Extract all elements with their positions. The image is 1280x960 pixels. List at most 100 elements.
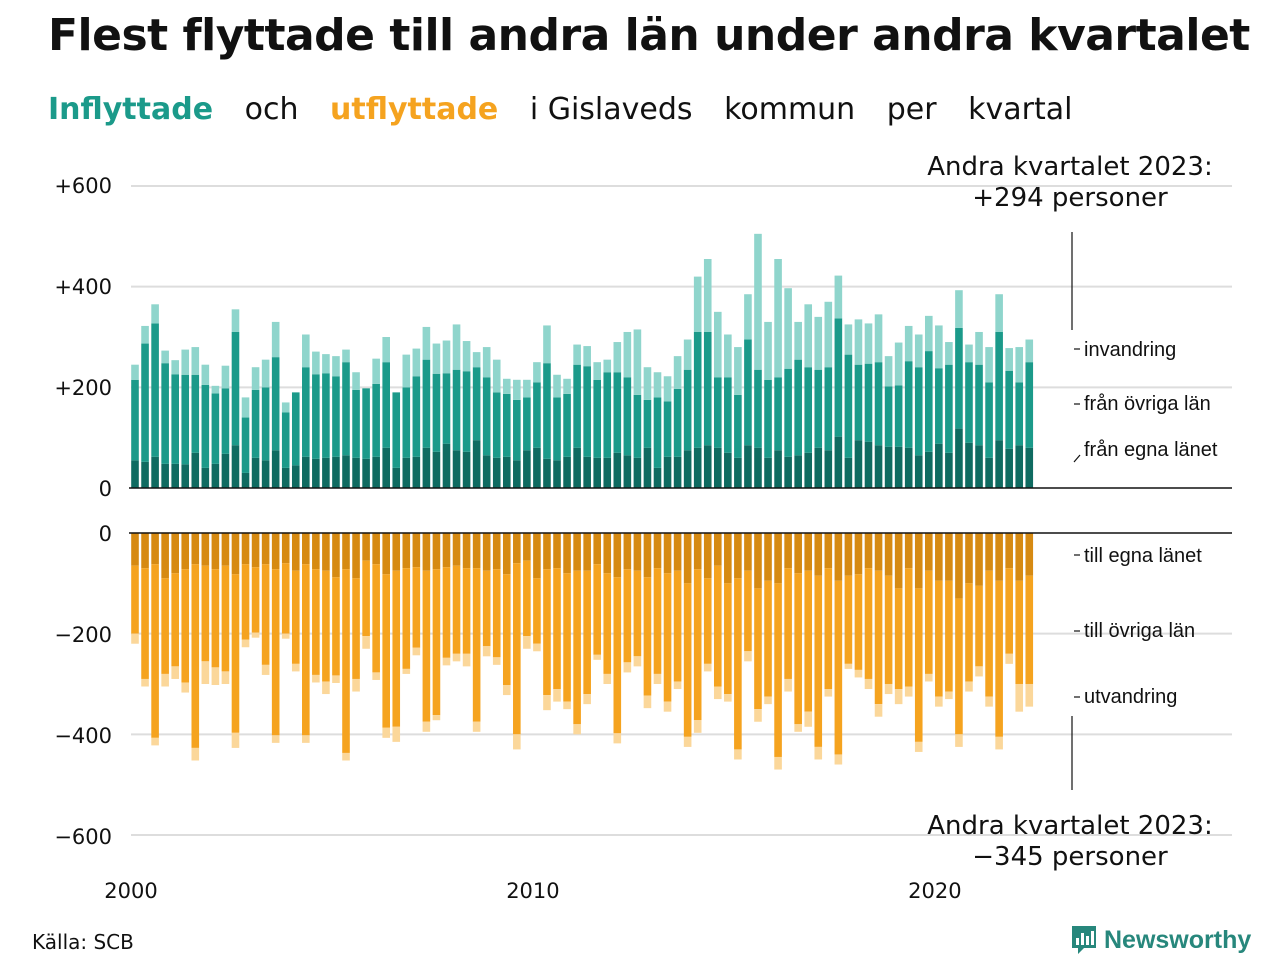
bar-outflow-other (774, 583, 782, 757)
bar-inflow-abroad (784, 288, 792, 369)
bar-outflow-other (432, 569, 441, 716)
bar-inflow-other (874, 362, 883, 446)
bar-outflow-abroad (673, 681, 682, 690)
bar-outflow-own (302, 533, 310, 565)
bar-inflow-other (211, 393, 220, 464)
bar-outflow-own (523, 533, 531, 561)
bar-outflow-other (824, 568, 833, 690)
bar-outflow-other (683, 583, 692, 737)
bar-inflow-abroad (482, 347, 491, 378)
bar-inflow-abroad (734, 347, 742, 395)
bar-inflow-abroad (281, 402, 290, 413)
bar-inflow-other (734, 394, 742, 458)
bar-outflow-other (352, 578, 360, 679)
bar-outflow-other (914, 588, 923, 742)
bar-inflow-other (422, 359, 431, 448)
bar-outflow-other (754, 588, 762, 710)
bar-outflow-own (513, 533, 521, 564)
bar-outflow-other (653, 568, 662, 674)
bar-inflow-own (573, 447, 581, 488)
bar-outflow-own (764, 533, 772, 581)
bar-outflow-own (935, 533, 943, 581)
bar-inflow-own (603, 457, 612, 488)
bar-inflow-abroad (774, 258, 782, 378)
bar-inflow-abroad (191, 347, 200, 375)
bar-inflow-abroad (432, 343, 441, 374)
bar-outflow-other (382, 574, 390, 728)
bar-inflow-own (332, 456, 340, 488)
bar-outflow-own (241, 533, 250, 565)
bar-outflow-other (312, 569, 320, 675)
bar-inflow-abroad (412, 348, 421, 377)
bar-outflow-own (362, 533, 370, 561)
bar-outflow-own (201, 533, 210, 566)
bar-outflow-abroad (844, 663, 853, 669)
bar-outflow-abroad (291, 663, 300, 672)
bar-inflow-own (784, 456, 792, 488)
bar-outflow-abroad (141, 678, 149, 687)
bar-outflow-abroad (834, 754, 843, 765)
bar-inflow-other (523, 397, 531, 451)
bar-outflow-own (985, 533, 993, 571)
bar-inflow-own (462, 451, 471, 488)
bar-outflow-other (563, 573, 571, 702)
bar-inflow-own (372, 456, 380, 488)
bar-inflow-own (412, 456, 421, 488)
bar-inflow-other (824, 367, 833, 451)
bar-inflow-other (161, 363, 169, 464)
bar-outflow-own (402, 533, 411, 569)
bar-outflow-other (151, 564, 159, 738)
bar-outflow-own (553, 533, 561, 569)
bar-inflow-other (191, 374, 200, 453)
annotation-top-line2: +294 personer (972, 183, 1168, 213)
bar-outflow-other (724, 583, 732, 695)
bar-inflow-other (151, 323, 159, 457)
bar-inflow-abroad (302, 334, 310, 368)
brand-logo: Newsworthy (1070, 924, 1251, 956)
bar-inflow-own (452, 450, 461, 488)
bar-inflow-other (673, 388, 682, 457)
bar-inflow-abroad (201, 364, 210, 385)
bar-outflow-abroad (462, 653, 471, 667)
bar-outflow-abroad (171, 666, 179, 679)
bar-outflow-other (894, 588, 903, 690)
bar-outflow-other (935, 580, 943, 697)
bar-inflow-own (774, 450, 782, 488)
bar-outflow-own (754, 533, 762, 589)
bar-inflow-abroad (884, 356, 893, 387)
bar-inflow-abroad (633, 329, 642, 395)
bar-inflow-other (693, 331, 702, 448)
bar-outflow-abroad (352, 678, 360, 692)
bar-inflow-abroad (181, 349, 190, 375)
bar-inflow-abroad (442, 340, 451, 374)
bar-outflow-abroad (683, 736, 692, 747)
bar-inflow-other (904, 361, 913, 448)
x-tick-2020: 2020 (908, 879, 961, 903)
label-invandring: invandring (1084, 339, 1176, 361)
bar-inflow-own (653, 467, 662, 488)
label-fran-ovriga-lan: från övriga län (1084, 393, 1211, 415)
bar-inflow-abroad (422, 326, 431, 360)
bar-inflow-own (1025, 447, 1034, 488)
bar-inflow-abroad (161, 350, 169, 364)
bar-outflow-other (734, 578, 742, 750)
bar-inflow-abroad (583, 346, 591, 367)
bar-outflow-other (161, 578, 169, 674)
bar-outflow-own (281, 533, 290, 564)
bar-outflow-other (995, 580, 1003, 737)
bar-outflow-abroad (693, 720, 702, 733)
bar-outflow-abroad (864, 678, 873, 690)
bar-outflow-other (784, 568, 792, 679)
bar-outflow-abroad (965, 681, 973, 692)
bar-outflow-abroad (713, 686, 722, 700)
subtitle-and-word: och (244, 92, 299, 127)
bar-inflow-abroad (271, 321, 280, 358)
bar-outflow-abroad (533, 643, 541, 652)
bar-inflow-abroad (1015, 347, 1024, 383)
bar-outflow-own (1015, 533, 1024, 581)
bar-inflow-other (995, 331, 1003, 441)
bar-outflow-own (894, 533, 903, 589)
bar-outflow-own (322, 533, 330, 571)
bar-inflow-abroad (834, 275, 843, 319)
bar-inflow-other (633, 394, 642, 458)
